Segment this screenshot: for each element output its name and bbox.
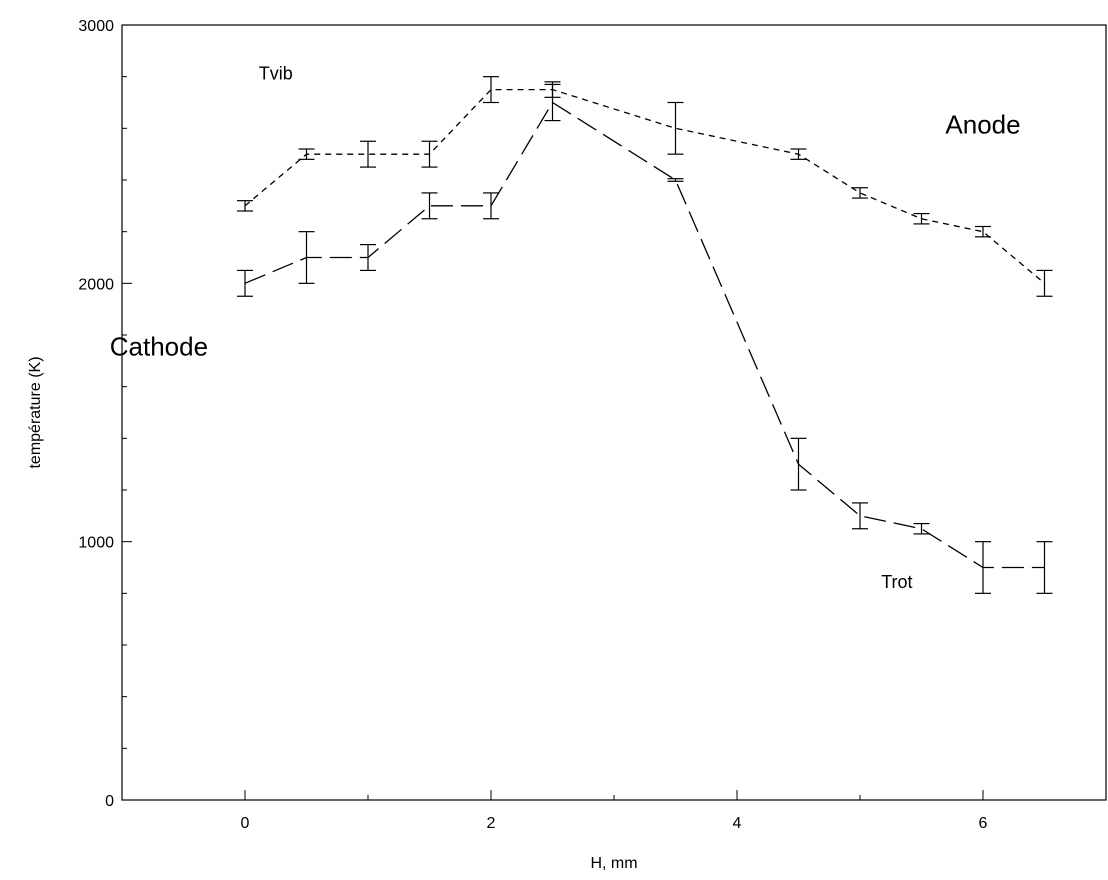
annotation-cathode: Cathode xyxy=(110,332,208,362)
annotation-anode: Anode xyxy=(945,110,1020,140)
error-bar xyxy=(913,522,930,535)
error-bar xyxy=(975,541,991,594)
y-tick-label: 3000 xyxy=(78,18,114,35)
x-tick-label: 2 xyxy=(487,815,496,832)
error-bar xyxy=(237,269,253,297)
series-trot xyxy=(237,83,1053,594)
error-bar xyxy=(298,231,315,284)
error-bar xyxy=(360,243,376,272)
error-bar xyxy=(360,140,376,168)
axes: 0 1000 2000 3000 0 2 4 6 H, mm température (K) xyxy=(27,18,1107,872)
error-bar xyxy=(421,192,438,220)
y-tick-label: 1000 xyxy=(78,535,114,552)
error-bar xyxy=(790,437,807,491)
error-bar xyxy=(483,76,499,104)
error-bar xyxy=(483,192,499,220)
series-line-tvib xyxy=(244,88,1045,284)
error-bar xyxy=(421,140,438,168)
y-tick-label: 0 xyxy=(105,793,114,810)
series-layer xyxy=(237,76,1053,594)
series-label: Trot xyxy=(881,572,912,592)
error-bar xyxy=(1036,541,1053,594)
x-axis-title: H, mm xyxy=(590,855,637,872)
y-axis-title: température (K) xyxy=(27,356,44,468)
error-bar xyxy=(913,212,930,225)
error-bar xyxy=(852,502,868,530)
x-tick-label: 6 xyxy=(979,815,988,832)
error-bar xyxy=(975,225,991,238)
error-bar xyxy=(790,148,807,160)
error-bar xyxy=(298,148,315,160)
error-bar xyxy=(852,187,868,199)
x-tick-label: 4 xyxy=(733,815,742,832)
x-tick-label: 0 xyxy=(241,815,250,832)
series-line-trot xyxy=(244,101,1045,569)
error-bar xyxy=(544,83,561,122)
y-tick-label: 2000 xyxy=(78,276,114,293)
error-bar xyxy=(237,200,253,212)
error-bar xyxy=(667,178,684,182)
error-bar xyxy=(1036,269,1053,297)
series-tvib xyxy=(237,76,1053,297)
error-bar xyxy=(667,101,684,155)
labels-layer: Tvib Trot Anode Cathode xyxy=(110,63,1021,592)
series-label: Tvib xyxy=(259,63,293,83)
